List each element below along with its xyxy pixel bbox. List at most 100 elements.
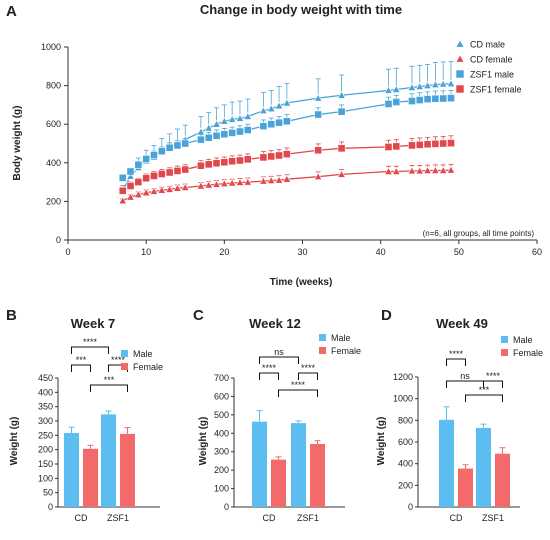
data-point-cd-female [212, 179, 221, 188]
significance-label: **** [111, 355, 126, 365]
data-point-zsf1-female [282, 150, 291, 159]
y-tick-label: 450 [38, 373, 53, 383]
data-point-cd-male [204, 123, 214, 132]
data-point-zsf1-female [134, 178, 143, 186]
series-line-zsf1-male [122, 97, 452, 179]
y-tick-label-a: 800 [46, 81, 61, 91]
significance-label: **** [83, 337, 98, 347]
significance-label: **** [262, 363, 277, 373]
data-point-cd-male [259, 106, 268, 115]
data-point-zsf1-male [150, 151, 158, 159]
data-point-zsf1-male [220, 130, 229, 139]
data-point-cd-female [149, 186, 159, 195]
data-point-zsf1-male [439, 94, 448, 103]
data-point-zsf1-female [196, 161, 205, 170]
data-point-zsf1-male [337, 107, 346, 116]
chart-title-b: Week 7 [71, 316, 116, 331]
significance-label: **** [486, 371, 501, 381]
legend-label-female: Female [331, 346, 361, 356]
bar-cd-male [64, 433, 79, 507]
y-axis-label-d: Weight (g) [376, 417, 387, 466]
legend-swatch-male [319, 334, 326, 341]
significance-bracket [446, 358, 466, 366]
y-axis-label-c: Weight (g) [198, 417, 209, 466]
series-cd-male [118, 61, 456, 194]
chart-title-c: Week 12 [249, 316, 301, 331]
y-tick-label: 100 [214, 484, 229, 494]
data-point-zsf1-male [408, 97, 416, 105]
legend-marker-zsf1-female [455, 84, 465, 94]
significance-label: *** [76, 355, 87, 365]
data-point-cd-female [391, 167, 401, 175]
data-point-cd-male [274, 101, 284, 110]
data-point-cd-male [227, 114, 237, 123]
data-point-cd-male [212, 119, 221, 128]
y-tick-label: 0 [408, 502, 413, 512]
y-axis-label-a: Body weight (g) [12, 106, 23, 181]
y-tick-label: 200 [214, 465, 229, 475]
data-point-zsf1-male [142, 155, 151, 163]
legend-label-cd-male: CD male [470, 40, 505, 50]
data-point-cd-female [415, 166, 425, 175]
bar-zsf1-male [101, 414, 116, 507]
data-point-zsf1-female [142, 174, 151, 183]
data-point-cd-male [407, 83, 417, 91]
data-point-zsf1-male [165, 143, 174, 152]
panel-letter-b: B [6, 307, 17, 324]
legend-label-male: Male [331, 333, 351, 343]
y-tick-label: 1000 [393, 394, 413, 404]
significance-label: ns [274, 347, 284, 357]
data-point-zsf1-female [157, 170, 166, 178]
y-tick-label: 600 [214, 391, 229, 401]
data-point-zsf1-female [212, 159, 221, 168]
significance-bracket [465, 394, 503, 402]
legend-marker-cd-male [455, 39, 465, 48]
significance-bracket [259, 372, 279, 380]
data-point-cd-female [220, 179, 229, 187]
legend-label-male: Male [133, 349, 153, 359]
y-axis-label-b: Weight (g) [9, 417, 20, 466]
legend-marker-zsf1-male [455, 69, 465, 79]
legend-swatch-female [501, 349, 508, 356]
panel-letter-c: C [193, 307, 204, 324]
data-point-zsf1-male [384, 100, 393, 108]
significance-bracket [90, 384, 128, 392]
chart-title-d: Week 49 [436, 316, 488, 331]
y-tick-label: 0 [48, 502, 53, 512]
x-tick-label-a: 50 [454, 247, 464, 257]
data-point-zsf1-male [259, 122, 268, 131]
significance-bracket [278, 389, 318, 397]
x-tick-label-a: 30 [297, 247, 307, 257]
data-point-cd-male [423, 81, 432, 89]
y-tick-label-a: 200 [46, 196, 61, 206]
series-zsf1-male [118, 90, 455, 182]
bar-cd-male [252, 421, 267, 507]
legend-label-female: Female [513, 348, 543, 358]
legend-label-zsf1-female: ZSF1 female [470, 85, 522, 95]
panel-d: D Week 49 Weight (g) 0 200 400 600 800 1000 12… [376, 307, 543, 523]
data-point-cd-male [438, 79, 448, 88]
legend-swatch-male [121, 350, 128, 357]
legend-label-cd-female: CD female [470, 55, 513, 65]
y-tick-label: 300 [214, 447, 229, 457]
data-point-cd-female [118, 196, 128, 205]
y-tick-label-a: 0 [56, 235, 61, 245]
data-point-cd-female [384, 167, 393, 175]
y-tick-label-a: 400 [46, 158, 61, 168]
data-point-cd-male [235, 113, 245, 122]
data-point-cd-female [157, 185, 167, 194]
data-point-zsf1-male [181, 139, 190, 148]
x-tick-label: CD [450, 513, 463, 523]
y-tick-label: 250 [38, 430, 53, 440]
significance-label: *** [479, 385, 490, 395]
data-point-zsf1-male [118, 173, 127, 182]
series-zsf1-female [118, 135, 455, 195]
legend-label-zsf1-male: ZSF1 male [470, 70, 514, 80]
data-point-cd-male [282, 98, 292, 107]
panel-letter-d: D [381, 307, 392, 324]
legend-marker-cd-female [455, 54, 465, 63]
data-point-zsf1-male [236, 127, 244, 136]
